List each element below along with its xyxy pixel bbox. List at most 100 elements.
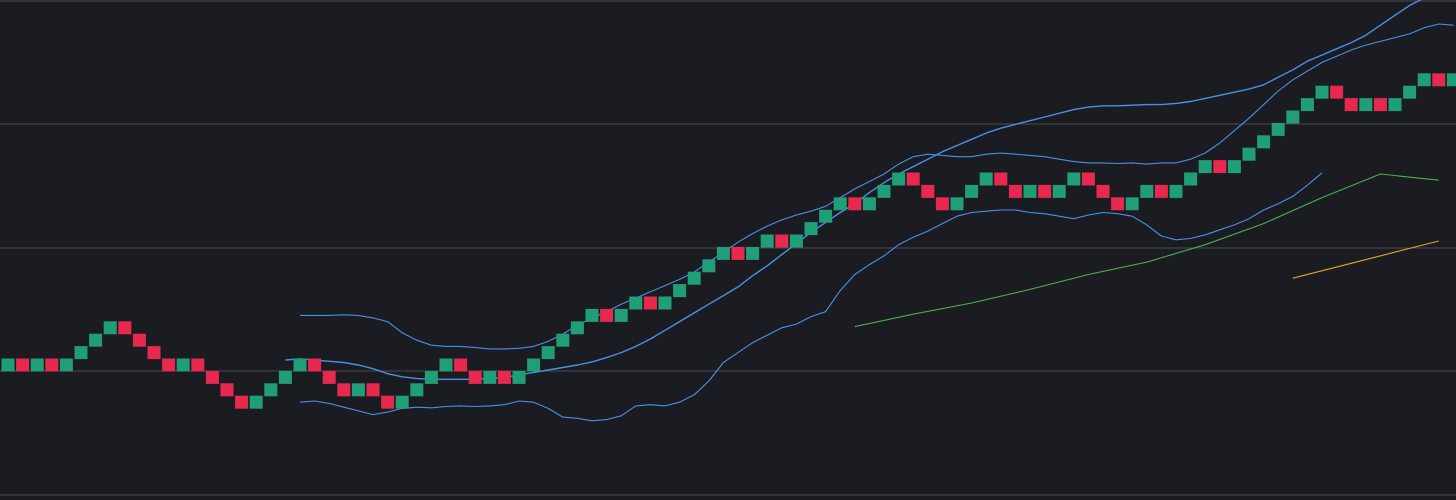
renko-brick-down	[541, 346, 555, 360]
renko-brick-down	[439, 358, 453, 372]
renko-brick-up	[935, 197, 949, 211]
renko-brick-up	[1038, 184, 1052, 198]
renko-brick-up	[454, 358, 468, 372]
moving-average-line	[1292, 240, 1439, 279]
renko-brick-down	[892, 172, 906, 186]
renko-brick-up	[337, 383, 351, 397]
renko-brick-up	[220, 383, 234, 397]
renko-brick-down	[789, 234, 803, 248]
renko-brick-up	[1373, 98, 1387, 112]
renko-brick-down	[585, 308, 599, 322]
renko-brick-up	[731, 246, 745, 260]
renko-brick-down	[819, 209, 833, 223]
renko-brick-down	[760, 234, 774, 248]
renko-brick-down	[395, 395, 409, 409]
upper-band-line	[300, 23, 1454, 350]
renko-brick-up	[848, 197, 862, 211]
renko-brick-down	[249, 395, 263, 409]
renko-brick-up	[906, 172, 920, 186]
renko-brick-down	[746, 246, 760, 260]
renko-brick-down	[804, 222, 818, 236]
renko-brick-down	[1271, 122, 1285, 136]
renko-brick-down	[1446, 73, 1456, 87]
renko-brick-up	[132, 333, 146, 347]
renko-brick-down	[1403, 85, 1417, 99]
renko-brick-up	[994, 172, 1008, 186]
renko-brick-down	[424, 370, 438, 384]
renko-brick-down	[1125, 197, 1139, 211]
renko-brick-up	[147, 346, 161, 360]
renko-brick-down	[629, 296, 643, 310]
renko-brick-up	[468, 370, 482, 384]
renko-brick-down	[673, 284, 687, 298]
renko-brick-down	[1300, 98, 1314, 112]
renko-brick-up	[235, 395, 249, 409]
renko-brick-down	[512, 370, 526, 384]
renko-brick-down	[89, 333, 103, 347]
renko-brick-down	[483, 370, 497, 384]
renko-brick-down	[1198, 160, 1212, 174]
renko-brick-down	[702, 259, 716, 273]
renko-brick-down	[1359, 98, 1373, 112]
renko-brick-down	[74, 346, 88, 360]
renko-brick-down	[1140, 184, 1154, 198]
renko-brick-up	[16, 358, 30, 372]
renko-brick-down	[1067, 172, 1081, 186]
renko-bricks	[1, 73, 1456, 409]
renko-brick-down	[1315, 85, 1329, 99]
moving-average-line	[854, 173, 1439, 328]
renko-brick-down	[1227, 160, 1241, 174]
renko-brick-up	[1111, 197, 1125, 211]
renko-brick-down	[1417, 73, 1431, 87]
renko-brick-up	[1330, 85, 1344, 99]
renko-brick-down	[1388, 98, 1402, 112]
lower-band-line	[299, 172, 1323, 422]
renko-brick-down	[862, 197, 876, 211]
renko-brick-up	[381, 395, 395, 409]
renko-brick-up	[1344, 98, 1358, 112]
renko-brick-up	[775, 234, 789, 248]
renko-brick-down	[877, 184, 891, 198]
renko-brick-down	[103, 321, 117, 335]
renko-brick-up	[1213, 160, 1227, 174]
renko-brick-up	[643, 296, 657, 310]
renko-brick-up	[921, 184, 935, 198]
renko-brick-down	[1169, 184, 1183, 198]
renko-brick-up	[1008, 184, 1022, 198]
renko-brick-down	[351, 383, 365, 397]
renko-brick-down	[1023, 184, 1037, 198]
renko-brick-up	[1432, 73, 1446, 87]
renko-brick-down	[1, 358, 15, 372]
renko-brick-down	[614, 308, 628, 322]
renko-brick-down	[570, 321, 584, 335]
renko-brick-down	[950, 197, 964, 211]
renko-brick-down	[1242, 147, 1256, 161]
renko-brick-down	[1257, 135, 1271, 149]
renko-brick-down	[1184, 172, 1198, 186]
renko-brick-down	[687, 271, 701, 285]
renko-brick-down	[30, 358, 44, 372]
renko-brick-down	[556, 333, 570, 347]
renko-brick-down	[410, 383, 424, 397]
renko-brick-down	[176, 358, 190, 372]
renko-brick-up	[600, 308, 614, 322]
renko-brick-down	[979, 172, 993, 186]
renko-brick-up	[205, 370, 219, 384]
renko-brick-down	[293, 358, 307, 372]
renko-brick-down	[658, 296, 672, 310]
renko-brick-up	[45, 358, 59, 372]
renko-brick-down	[59, 358, 73, 372]
renko-brick-up	[118, 321, 132, 335]
renko-brick-down	[278, 370, 292, 384]
renko-brick-up	[322, 370, 336, 384]
renko-brick-down	[264, 383, 278, 397]
renko-brick-up	[1081, 172, 1095, 186]
renko-brick-down	[965, 184, 979, 198]
renko-brick-up	[162, 358, 176, 372]
renko-brick-down	[1286, 110, 1300, 124]
renko-brick-up	[1096, 184, 1110, 198]
renko-brick-down	[833, 197, 847, 211]
renko-brick-up	[308, 358, 322, 372]
